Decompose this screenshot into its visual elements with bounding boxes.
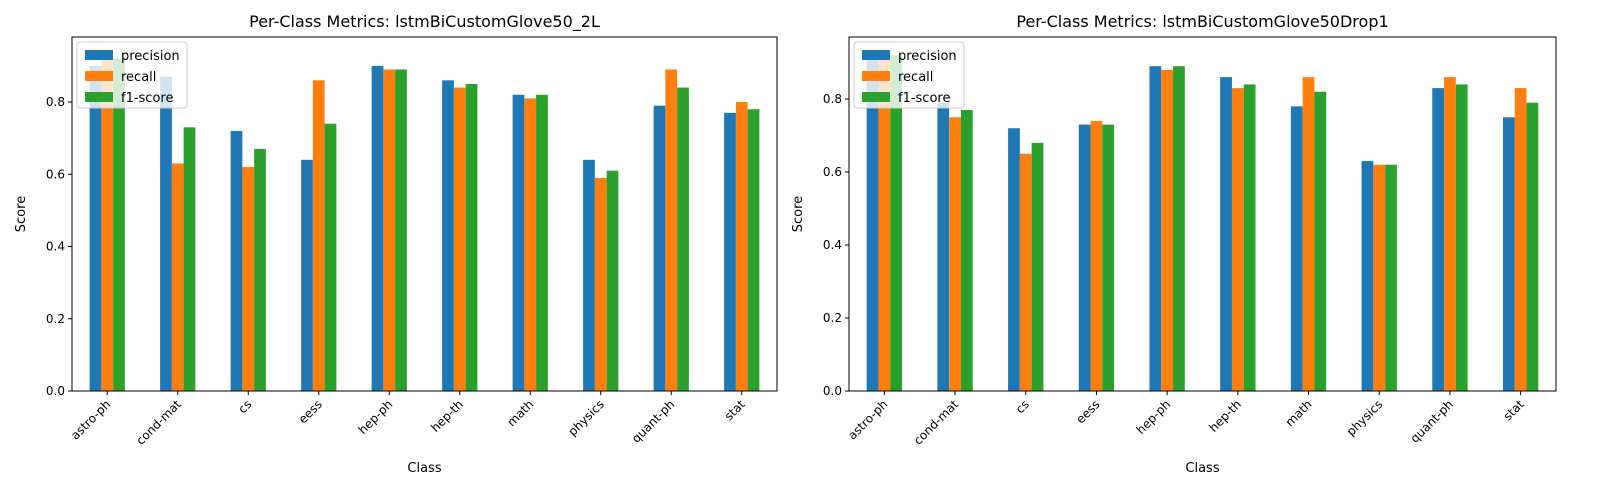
bar-precision-cs bbox=[1008, 128, 1020, 392]
axes-frame bbox=[848, 36, 1557, 392]
legend-label-recall: recall bbox=[898, 70, 933, 85]
bar-f1-score-hep-th bbox=[1243, 84, 1256, 391]
legend-label-recall: recall bbox=[121, 70, 156, 85]
bar-precision-eess bbox=[301, 159, 313, 391]
bar-f1-score-stat bbox=[747, 109, 760, 392]
bar-precision-quant-ph bbox=[653, 105, 666, 391]
bar-precision-astro-ph bbox=[89, 65, 102, 392]
bar-precision-physics bbox=[583, 159, 595, 391]
legend-label-precision: precision bbox=[898, 49, 957, 64]
legend-swatch-recall bbox=[862, 71, 890, 81]
bar-precision-hep-th bbox=[1220, 77, 1232, 391]
bar-recall-astro-ph bbox=[101, 55, 114, 392]
bar-recall-eess bbox=[1090, 120, 1103, 391]
bar-f1-score-astro-ph bbox=[890, 55, 903, 391]
bar-precision-cond-mat bbox=[937, 102, 950, 391]
bar-precision-stat bbox=[1502, 117, 1515, 391]
bar-recall-eess bbox=[312, 80, 325, 391]
bar-f1-score-eess bbox=[324, 123, 337, 391]
y-axis-label: Score bbox=[791, 196, 806, 232]
legend: precision recall f1-score bbox=[76, 41, 188, 109]
bar-recall-cs bbox=[1019, 153, 1032, 391]
legend-label-f1-score: f1-score bbox=[898, 91, 950, 106]
bar-recall-hep-ph bbox=[1161, 69, 1174, 391]
bar-precision-physics bbox=[1361, 161, 1374, 391]
bar-f1-score-cs bbox=[254, 148, 266, 391]
y-tick-label: 0.4 bbox=[46, 240, 65, 254]
x-axis-label: Class bbox=[407, 461, 441, 476]
bar-precision-hep-th bbox=[442, 80, 454, 391]
legend-swatch-precision bbox=[85, 50, 113, 60]
bar-precision-hep-ph bbox=[371, 65, 384, 392]
bar-recall-quant-ph bbox=[1444, 77, 1456, 391]
legend-swatch-f1-score bbox=[862, 92, 890, 102]
axes-frame bbox=[71, 36, 778, 392]
y-tick-label: 0.6 bbox=[823, 165, 842, 179]
legend-swatch-precision bbox=[862, 50, 890, 60]
bar-recall-physics bbox=[1373, 164, 1386, 391]
legend-swatch-recall bbox=[85, 71, 113, 81]
bar-precision-eess bbox=[1078, 124, 1091, 391]
bar-f1-score-quant-ph bbox=[1455, 84, 1468, 391]
y-tick-label: 0.4 bbox=[823, 238, 842, 252]
legend-swatch-f1-score bbox=[85, 92, 113, 102]
bar-f1-score-cs bbox=[1031, 142, 1044, 391]
bar-precision-quant-ph bbox=[1432, 88, 1445, 391]
y-tick-label: 0.0 bbox=[823, 384, 842, 398]
bar-recall-stat bbox=[735, 102, 748, 392]
y-tick-label: 0.0 bbox=[46, 384, 65, 398]
bar-f1-score-math bbox=[536, 94, 548, 392]
bar-recall-cond-mat bbox=[171, 163, 184, 391]
bar-precision-cond-mat bbox=[160, 76, 172, 391]
bar-precision-cs bbox=[230, 130, 243, 392]
bar-recall-hep-th bbox=[453, 87, 466, 391]
bar-f1-score-hep-ph bbox=[395, 69, 407, 391]
bar-f1-score-physics bbox=[1385, 164, 1397, 391]
bar-recall-math bbox=[524, 98, 537, 391]
bar-recall-quant-ph bbox=[665, 69, 678, 391]
bar-f1-score-astro-ph bbox=[113, 58, 125, 392]
bar-f1-score-math bbox=[1314, 91, 1327, 392]
bar-recall-math bbox=[1302, 77, 1315, 391]
chart-1: Per-Class Metrics: lstmBiCustomGlove50_2… bbox=[14, 12, 778, 476]
chart-title: Per-Class Metrics: lstmBiCustomGlove50_2… bbox=[249, 12, 600, 32]
bar-f1-score-cond-mat bbox=[960, 109, 973, 392]
y-tick-label: 0.8 bbox=[46, 95, 65, 109]
bar-f1-score-quant-ph bbox=[677, 87, 689, 391]
bar-recall-physics bbox=[594, 177, 607, 391]
legend: precision recall f1-score bbox=[853, 41, 965, 109]
bar-f1-score-hep-ph bbox=[1173, 66, 1185, 391]
bar-precision-hep-ph bbox=[1149, 66, 1162, 391]
y-tick-label: 0.8 bbox=[823, 92, 842, 106]
bar-recall-hep-th bbox=[1231, 88, 1244, 391]
bar-recall-cond-mat bbox=[949, 117, 961, 391]
bar-f1-score-cond-mat bbox=[183, 127, 196, 391]
bar-f1-score-eess bbox=[1102, 124, 1115, 391]
bar-f1-score-hep-th bbox=[465, 83, 478, 392]
legend-label-f1-score: f1-score bbox=[121, 91, 173, 106]
bar-precision-astro-ph bbox=[866, 55, 879, 391]
bar-recall-astro-ph bbox=[878, 55, 891, 391]
bar-precision-math bbox=[512, 94, 525, 392]
bar-recall-stat bbox=[1514, 88, 1527, 391]
y-axis-label: Score bbox=[14, 196, 29, 232]
legend-label-precision: precision bbox=[121, 49, 180, 64]
y-tick-label: 0.6 bbox=[46, 167, 65, 181]
charts: Per-Class Metrics: lstmBiCustomGlove50_2… bbox=[14, 12, 1557, 476]
bar-recall-hep-ph bbox=[383, 69, 396, 391]
x-axis-label: Class bbox=[1185, 461, 1219, 476]
bar-f1-score-physics bbox=[606, 170, 619, 391]
bar-recall-cs bbox=[242, 167, 255, 391]
y-tick-label: 0.2 bbox=[46, 312, 65, 326]
bar-precision-stat bbox=[724, 112, 736, 392]
bar-f1-score-stat bbox=[1526, 102, 1539, 391]
bar-precision-math bbox=[1290, 106, 1303, 391]
chart-title: Per-Class Metrics: lstmBiCustomGlove50Dr… bbox=[1016, 12, 1388, 31]
y-tick-label: 0.2 bbox=[823, 311, 842, 325]
